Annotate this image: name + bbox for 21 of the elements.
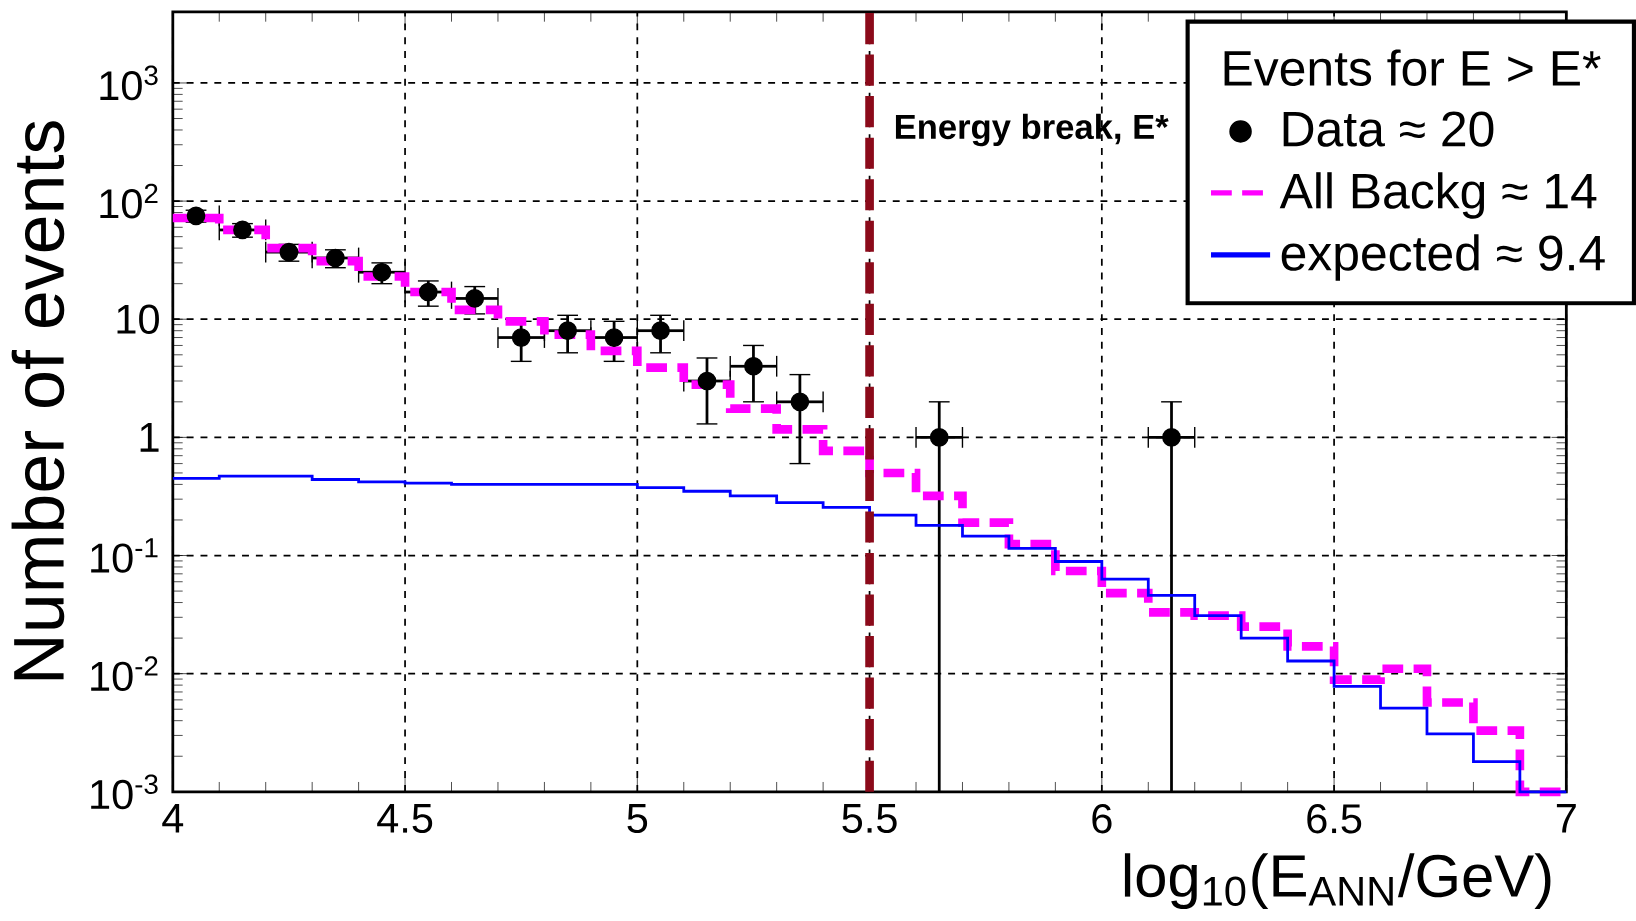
x-tick-label: 6 — [1092, 804, 1112, 834]
legend-label: All Backg ≈ 14 — [1279, 172, 1597, 219]
y-tick-label: 10$^{2}$ — [100, 183, 158, 219]
y-tick-label: 1 — [140, 423, 159, 452]
y-tick-label: 10$^{-3}$ — [91, 774, 158, 810]
y-tick-label: 10$^{3}$ — [100, 65, 158, 101]
legend-label: expected ≈ 9.4 — [1281, 234, 1605, 281]
legend-label: Data ≈ 20 — [1283, 111, 1494, 147]
ref-line-label: Energy break, E* — [895, 113, 1169, 147]
x-tick-label: 5.5 — [842, 804, 897, 834]
x-axis-title: log$_{10}$(E$_{ANN}$/GeV) — [1124, 853, 1551, 910]
x-tick-label: 7 — [1556, 804, 1576, 833]
y-tick-label: 10$^{-1}$ — [91, 538, 158, 573]
legend-title: Events for E > E* — [1224, 49, 1601, 87]
x-tick-label: 4.5 — [377, 804, 433, 834]
x-tick-label: 6.5 — [1307, 804, 1362, 834]
y-axis-title: Number of events — [11, 121, 65, 680]
x-tick-label: 4 — [162, 804, 184, 833]
x-tick-label: 5 — [627, 804, 648, 834]
y-tick-label: 10 — [117, 304, 159, 335]
y-tick-label: 10$^{-2}$ — [91, 656, 158, 692]
